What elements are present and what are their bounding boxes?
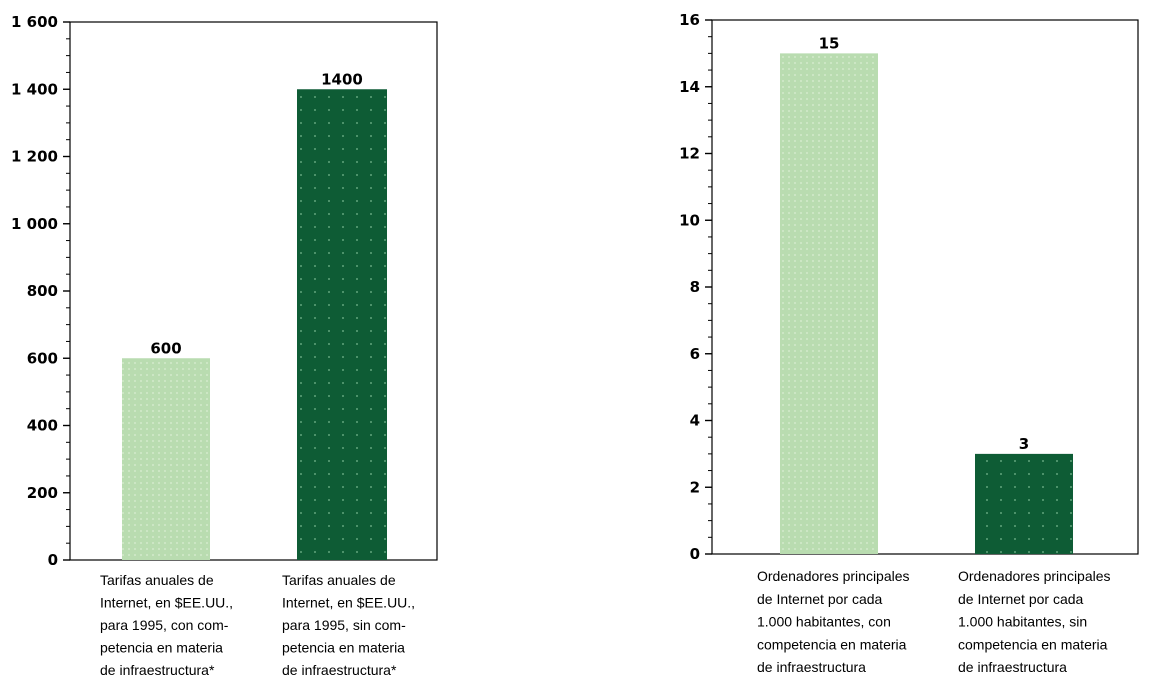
bar-value-label: 600 <box>150 339 181 357</box>
y-tick-label: 12 <box>679 145 700 163</box>
y-tick-label: 8 <box>690 278 700 296</box>
y-tick-label: 1 600 <box>11 13 58 31</box>
category-label-line: de Internet por cada <box>757 591 883 607</box>
bar <box>780 53 878 554</box>
category-label-line: Tarifas anuales de <box>282 572 396 588</box>
y-tick-label: 1 000 <box>11 215 58 233</box>
category-label-line: Tarifas anuales de <box>100 572 214 588</box>
bar-value-label: 3 <box>1019 435 1029 453</box>
category-label-line: para 1995, sin com- <box>282 617 406 633</box>
category-label-line: de Internet por cada <box>958 591 1084 607</box>
bar-value-label: 15 <box>819 34 840 52</box>
category-label-line: competencia en materia <box>757 636 907 652</box>
y-tick-label: 1 200 <box>11 148 58 166</box>
category-label-line: Internet, en $EE.UU., <box>100 595 233 611</box>
bar <box>975 454 1073 554</box>
category-label-line: Internet, en $EE.UU., <box>282 595 415 611</box>
category-label-line: de infraestructura <box>757 659 866 675</box>
bar-value-label: 1400 <box>321 70 363 88</box>
y-tick-label: 4 <box>690 412 700 430</box>
category-label-line: 1.000 habitantes, con <box>757 614 891 630</box>
category-label-line: petencia en materia <box>100 640 223 656</box>
y-tick-label: 0 <box>48 551 58 569</box>
y-tick-label: 0 <box>690 545 700 563</box>
y-tick-label: 600 <box>27 349 58 367</box>
y-tick-label: 14 <box>679 78 700 96</box>
y-tick-label: 10 <box>679 211 700 229</box>
category-label-line: de infraestructura* <box>100 662 215 678</box>
bar <box>297 89 387 560</box>
category-label-line: para 1995, con com- <box>100 617 229 633</box>
category-label-line: competencia en materia <box>958 636 1108 652</box>
y-tick-label: 400 <box>27 417 58 435</box>
category-label-line: Ordenadores principales <box>958 568 1111 584</box>
y-tick-label: 200 <box>27 484 58 502</box>
y-tick-label: 6 <box>690 345 700 363</box>
y-tick-label: 16 <box>679 11 700 29</box>
y-tick-label: 800 <box>27 282 58 300</box>
category-label-line: de infraestructura <box>958 659 1067 675</box>
plot-frame-2 <box>712 20 1138 554</box>
category-label-line: 1.000 habitantes, sin <box>958 614 1087 630</box>
y-tick-label: 2 <box>690 478 700 496</box>
category-label-line: de infraestructura* <box>282 662 397 678</box>
category-label-line: Ordenadores principales <box>757 568 910 584</box>
category-label-line: petencia en materia <box>282 640 405 656</box>
bar <box>122 358 210 560</box>
y-tick-label: 1 400 <box>11 80 58 98</box>
